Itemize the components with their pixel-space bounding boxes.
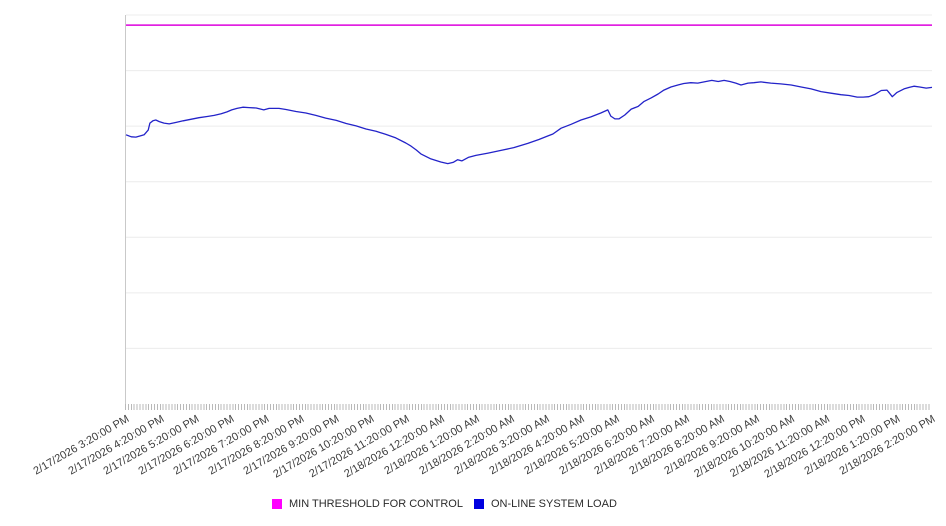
legend-label: MIN THRESHOLD FOR CONTROL — [289, 498, 463, 510]
x-axis-minor-ticks — [125, 404, 931, 410]
legend-label: ON-LINE SYSTEM LOAD — [490, 498, 617, 510]
plot-area — [125, 14, 933, 404]
plot-svg — [125, 14, 933, 349]
chart-legend: MIN THRESHOLD FOR CONTROL ON-LINE SYSTEM… — [272, 498, 617, 510]
legend-item-min-threshold: MIN THRESHOLD FOR CONTROL — [272, 498, 463, 510]
min-threshold-swatch-icon — [272, 499, 282, 509]
series-line-1 — [125, 79, 933, 165]
system-load-swatch-icon — [473, 499, 484, 509]
legend-item-system-load: ON-LINE SYSTEM LOAD — [473, 498, 617, 510]
